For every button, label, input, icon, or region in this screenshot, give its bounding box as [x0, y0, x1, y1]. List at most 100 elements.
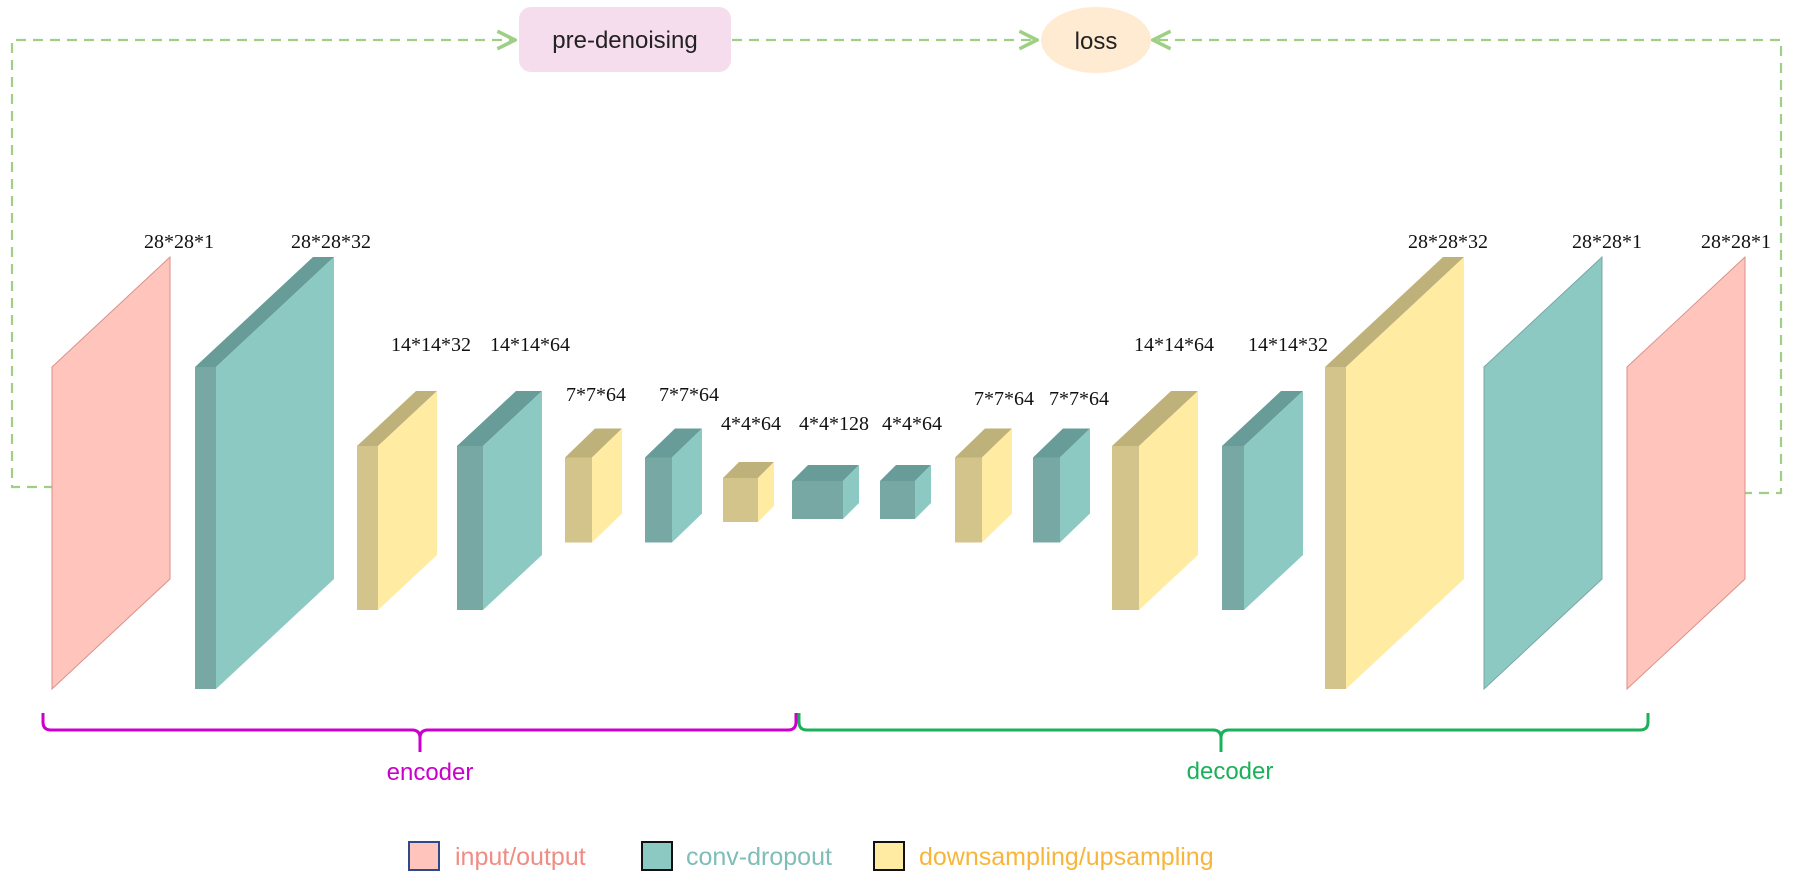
encoder-brace	[41, 713, 798, 752]
layer-front-face	[982, 428, 1012, 543]
layer-dim-label: 14*14*64	[490, 334, 570, 356]
layer-top-face	[357, 391, 437, 446]
decoder-label: decoder	[1187, 758, 1274, 785]
layer-dec-conv1: 4*4*64	[880, 413, 942, 519]
layer-left-face	[457, 446, 483, 610]
layer-enc-down1: 14*14*32	[357, 334, 471, 610]
layer-dim-label: 14*14*64	[1134, 334, 1214, 356]
layer-blocks: 28*28*1 28*28*32 14*14*32 14*14*64 7*7*64 7*7…	[51, 231, 1771, 691]
layer-dim-label: 4*4*128	[799, 413, 869, 435]
legend-item-conv-dropout: conv-dropout	[641, 841, 832, 871]
layer-top-face	[1033, 428, 1090, 458]
decoder-brace-group: decoder	[797, 713, 1650, 785]
layer-dim-label: 7*7*64	[1049, 388, 1109, 410]
layer-top-face	[645, 428, 702, 458]
layer-dec-output: 28*28*1	[1626, 231, 1771, 691]
layer-front-face	[915, 465, 931, 519]
layer-dec-up3: 28*28*32	[1325, 231, 1488, 689]
decoder-brace	[797, 713, 1650, 752]
layer-dec-up2: 14*14*64	[1112, 334, 1214, 610]
layer-dim-label: 4*4*64	[721, 413, 781, 435]
layer-front-face	[758, 462, 774, 522]
legend-label-input-output: input/output	[455, 843, 586, 871]
layer-bottleneck: 4*4*128	[792, 413, 869, 519]
layer-top-face	[1325, 257, 1464, 367]
layer-left-face	[1112, 446, 1139, 610]
layer-dim-label: 28*28*32	[291, 231, 371, 253]
layer-enc-down2: 7*7*64	[565, 384, 626, 543]
layer-top-face	[955, 428, 1012, 458]
legend-swatch-input-output	[408, 841, 440, 871]
layer-dim-label: 14*14*32	[1248, 334, 1328, 356]
layer-dim-label: 7*7*64	[974, 388, 1034, 410]
layer-front-face	[843, 465, 859, 519]
layer-dim-label: 28*28*1	[1701, 231, 1771, 253]
layer-plane	[1626, 255, 1746, 691]
legend-item-sampling: downsampling/upsampling	[873, 841, 1214, 871]
layer-left-face	[1033, 457, 1060, 543]
layer-dim-label: 28*28*32	[1408, 231, 1488, 253]
layer-plane	[1483, 255, 1603, 691]
layer-top-face	[565, 428, 622, 458]
layer-left-face	[792, 481, 843, 519]
legend: input/output conv-dropout downsampling/u…	[408, 841, 1214, 871]
layer-top-face	[792, 465, 859, 481]
layer-left-face	[645, 457, 672, 543]
layer-left-face	[723, 478, 758, 522]
legend-label-conv-dropout: conv-dropout	[686, 843, 832, 871]
layer-front-face	[592, 428, 622, 543]
layer-dim-label: 7*7*64	[566, 384, 626, 406]
layer-front-face	[216, 257, 334, 689]
encoder-label: encoder	[387, 759, 474, 786]
layer-dim-label: 14*14*32	[391, 334, 471, 356]
layer-dec-up1: 7*7*64	[955, 388, 1034, 543]
layer-dec-conv4: 28*28*1	[1483, 231, 1642, 691]
layer-top-face	[1112, 391, 1198, 446]
layer-front-face	[1139, 391, 1198, 610]
layer-front-face	[378, 391, 437, 610]
layer-left-face	[565, 457, 592, 543]
layer-left-face	[1325, 367, 1346, 689]
legend-swatch-sampling	[873, 841, 905, 871]
layer-front-face	[672, 428, 702, 543]
layer-left-face	[357, 446, 378, 610]
layer-dec-conv3: 14*14*32	[1222, 334, 1328, 610]
loss-label: loss	[1075, 28, 1118, 55]
layer-left-face	[880, 481, 915, 519]
layer-front-face	[483, 391, 542, 610]
input-to-predenoising-arrow	[10, 40, 515, 489]
legend-label-sampling: downsampling/upsampling	[919, 843, 1214, 871]
loss-ellipse	[1041, 7, 1151, 73]
layer-dim-label: 28*28*1	[144, 231, 214, 253]
loss-node: loss	[1041, 7, 1151, 73]
layer-dim-label: 28*28*1	[1572, 231, 1642, 253]
layer-enc-conv3: 7*7*64	[645, 384, 719, 543]
flow-connections	[10, 40, 1783, 495]
layer-left-face	[1222, 446, 1244, 610]
layer-enc-input: 28*28*1	[51, 231, 214, 691]
layer-enc-conv1: 28*28*32	[195, 231, 371, 689]
layer-top-face	[880, 465, 931, 481]
layer-top-face	[457, 391, 542, 446]
layer-top-face	[1222, 391, 1303, 446]
legend-swatch-conv-dropout	[641, 841, 673, 871]
layer-left-face	[955, 457, 982, 543]
layer-plane	[51, 255, 171, 691]
predenoising-node: pre-denoising	[519, 7, 731, 72]
encoder-brace-group: encoder	[41, 713, 798, 786]
layer-top-face	[195, 257, 334, 367]
layer-front-face	[1244, 391, 1303, 610]
predenoising-box	[519, 7, 731, 72]
layer-front-face	[1346, 257, 1464, 689]
layer-dec-conv2: 7*7*64	[1033, 388, 1109, 543]
legend-item-input-output: input/output	[408, 841, 586, 871]
layer-dim-label: 7*7*64	[659, 384, 719, 406]
output-to-loss-arrow	[1153, 40, 1783, 495]
layer-enc-conv2: 14*14*64	[457, 334, 570, 610]
layer-left-face	[195, 367, 216, 689]
layer-front-face	[1060, 428, 1090, 543]
predenoising-label: pre-denoising	[552, 27, 697, 54]
layer-top-face	[723, 462, 774, 478]
layer-dim-label: 4*4*64	[882, 413, 942, 435]
